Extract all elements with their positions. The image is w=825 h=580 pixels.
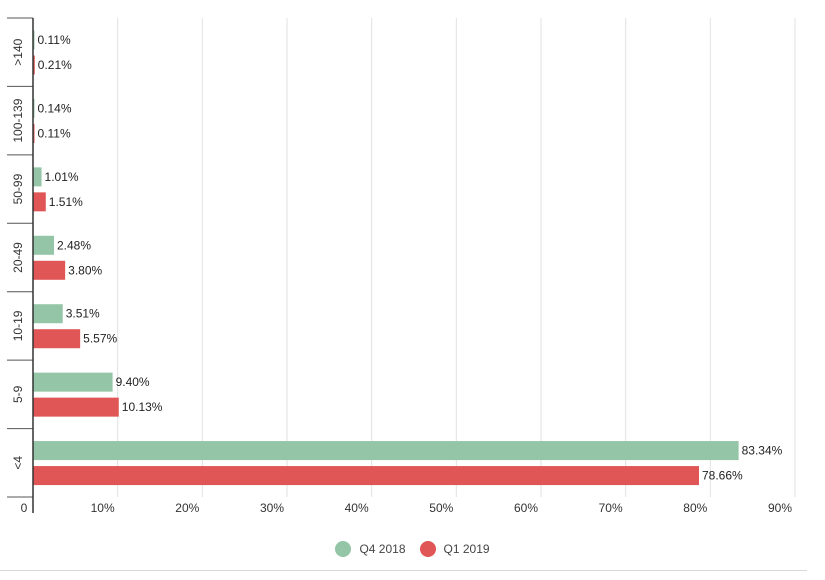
data-label: 3.80% xyxy=(68,263,102,277)
category-label: 5-9 xyxy=(11,385,25,403)
x-tick-label: 50% xyxy=(429,501,453,515)
bar-q1-2019[interactable] xyxy=(33,260,66,280)
data-label: 2.48% xyxy=(57,238,91,252)
bar-q4-2018[interactable] xyxy=(33,304,63,324)
data-label: 1.01% xyxy=(45,170,79,184)
category-label: <4 xyxy=(11,456,25,470)
data-label: 3.51% xyxy=(66,307,100,321)
legend: Q4 2018 Q1 2019 xyxy=(0,537,825,561)
data-label: 9.40% xyxy=(116,375,150,389)
category-label: 50-99 xyxy=(11,173,25,204)
x-tick-label: 0 xyxy=(21,501,28,515)
bars xyxy=(33,30,739,486)
legend-label-q4-2018: Q4 2018 xyxy=(359,542,406,556)
gridlines xyxy=(117,18,796,497)
bar-q4-2018[interactable] xyxy=(33,235,54,255)
bar-q1-2019[interactable] xyxy=(33,55,35,75)
bar-q1-2019[interactable] xyxy=(33,466,699,486)
data-label: 83.34% xyxy=(742,444,783,458)
data-label: 0.11% xyxy=(38,33,71,47)
bar-q1-2019[interactable] xyxy=(33,329,81,349)
axes: 0 10% 20% 30% 40% 50% 60% 70% 80% 90% xyxy=(7,17,792,515)
legend-label-q1-2019: Q1 2019 xyxy=(443,542,490,556)
bar-q4-2018[interactable] xyxy=(33,441,739,461)
data-label: 78.66% xyxy=(702,469,743,483)
data-label: 0.21% xyxy=(38,58,72,72)
labels: >140 100-139 50-99 20-49 10-19 5-9 <4 0.11% 0.14… xyxy=(11,33,783,483)
data-label: 0.11% xyxy=(38,126,71,140)
bottom-divider xyxy=(0,570,807,571)
legend-swatch-q1-2019 xyxy=(419,541,436,557)
category-label: 100-139 xyxy=(11,98,25,142)
x-tick-label: 40% xyxy=(345,501,369,515)
bar-q1-2019[interactable] xyxy=(33,397,119,417)
category-label: 20-49 xyxy=(11,242,25,273)
legend-item-q1-2019[interactable]: Q1 2019 xyxy=(419,541,490,557)
category-label: >140 xyxy=(11,38,25,65)
legend-item-q4-2018[interactable]: Q4 2018 xyxy=(335,541,406,557)
bar-q4-2018[interactable] xyxy=(33,372,113,392)
data-label: 1.51% xyxy=(49,195,83,209)
data-label: 0.14% xyxy=(38,101,72,115)
data-label: 10.13% xyxy=(122,400,163,414)
legend-swatch-q4-2018 xyxy=(335,541,352,557)
x-tick-label: 10% xyxy=(91,501,115,515)
x-tick-label: 60% xyxy=(514,501,538,515)
x-tick-label: 30% xyxy=(260,501,284,515)
bar-q4-2018[interactable] xyxy=(33,167,42,187)
bar-q1-2019[interactable] xyxy=(33,192,46,212)
category-label: 10-19 xyxy=(11,310,25,341)
x-tick-label: 20% xyxy=(175,501,199,515)
x-tick-label: 90% xyxy=(768,501,792,515)
x-tick-label: 70% xyxy=(599,501,623,515)
x-tick-label: 80% xyxy=(683,501,707,515)
data-label: 5.57% xyxy=(83,332,117,346)
